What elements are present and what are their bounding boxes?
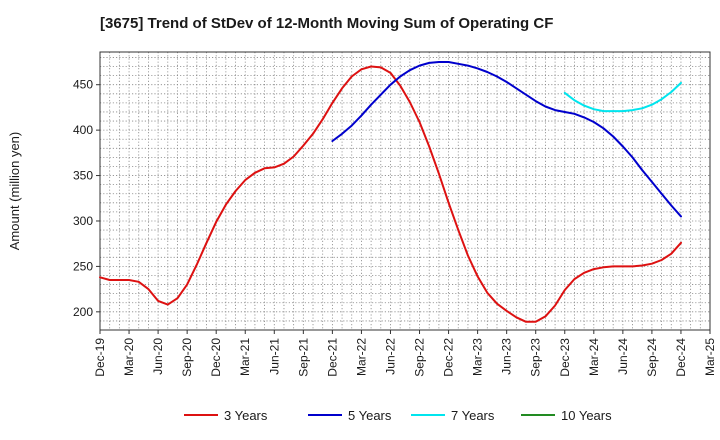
series-line-7-years [563, 81, 682, 113]
x-tick-label: Jun-24 [616, 338, 630, 375]
series-line-3-years [99, 65, 682, 323]
legend-label: 5 Years [348, 408, 392, 423]
x-tick-label: Dec-22 [442, 338, 456, 377]
x-tick-label: Dec-21 [325, 338, 339, 377]
x-axis: Dec-19 Mar-20 Jun-20 Sep-20 Dec-20 Mar-21 Jun-… [93, 330, 717, 377]
y-tick-label: 200 [73, 305, 93, 319]
legend-label: 7 Years [451, 408, 495, 423]
x-tick-label: Dec-19 [93, 338, 107, 377]
x-tick-label: Sep-20 [180, 338, 194, 377]
y-tick-label: 350 [73, 169, 93, 183]
y-tick-label: 450 [73, 78, 93, 92]
x-tick-label: Dec-24 [674, 338, 688, 377]
grid-lines [100, 52, 710, 330]
x-tick-label: Mar-22 [354, 338, 368, 376]
x-tick-label: Sep-24 [645, 338, 659, 377]
plot-area [100, 52, 710, 330]
x-tick-label: Sep-23 [529, 338, 543, 377]
x-tick-label: Jun-20 [151, 338, 165, 375]
legend-label: 10 Years [561, 408, 612, 423]
x-tick-label: Jun-22 [383, 338, 397, 375]
chart-title: [3675] Trend of StDev of 12-Month Moving… [100, 15, 553, 32]
x-tick-label: Mar-21 [238, 338, 252, 376]
x-tick-label: Dec-20 [209, 338, 223, 377]
x-tick-label: Dec-23 [558, 338, 572, 377]
series-lines [99, 61, 682, 323]
x-tick-label: Jun-23 [500, 338, 514, 375]
x-tick-label: Sep-21 [296, 338, 310, 377]
x-tick-label: Mar-25 [703, 338, 717, 376]
y-axis: 200 250 300 350 400 450 [73, 78, 100, 319]
plot-border [99, 51, 711, 331]
y-axis-title: Amount (million yen) [7, 132, 22, 251]
x-tick-label: Mar-23 [471, 338, 485, 376]
series-line-5-years [331, 61, 682, 218]
x-tick-label: Sep-22 [413, 338, 427, 377]
y-tick-label: 300 [73, 214, 93, 228]
x-tick-label: Mar-24 [587, 338, 601, 376]
legend-label: 3 Years [224, 408, 268, 423]
legend: 3 Years 5 Years 7 Years 10 Years [184, 408, 612, 423]
y-tick-label: 400 [73, 123, 93, 137]
x-tick-label: Mar-20 [122, 338, 136, 376]
x-tick-label: Jun-21 [267, 338, 281, 375]
y-tick-label: 250 [73, 259, 93, 273]
